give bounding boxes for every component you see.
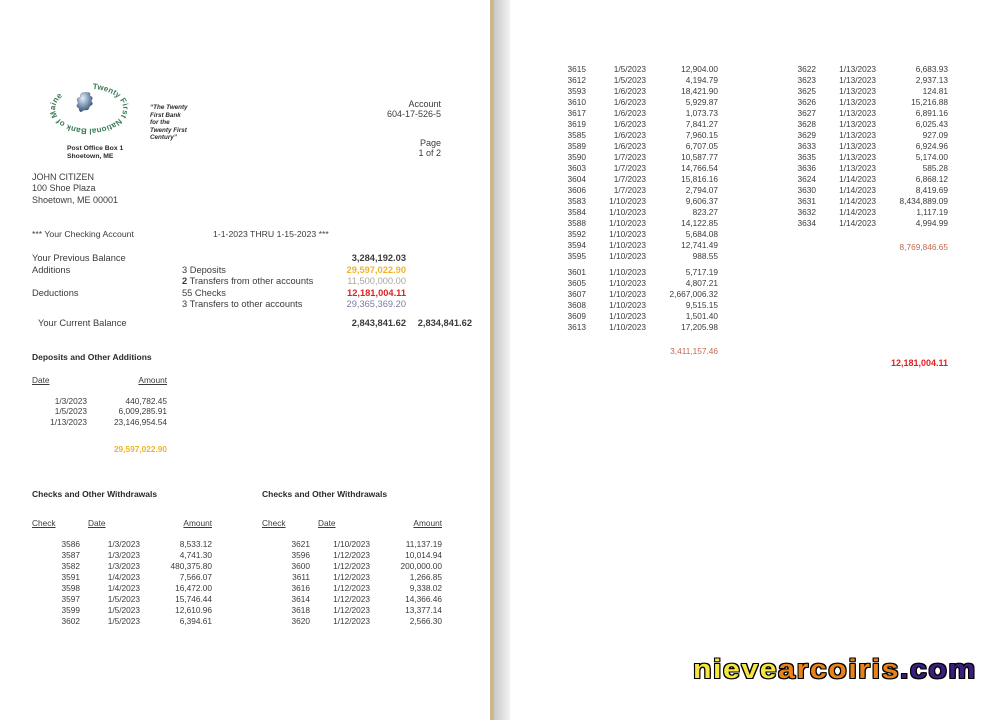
svg-text:Twenty First National Bank of: Twenty First National Bank of Maine xyxy=(48,82,130,136)
